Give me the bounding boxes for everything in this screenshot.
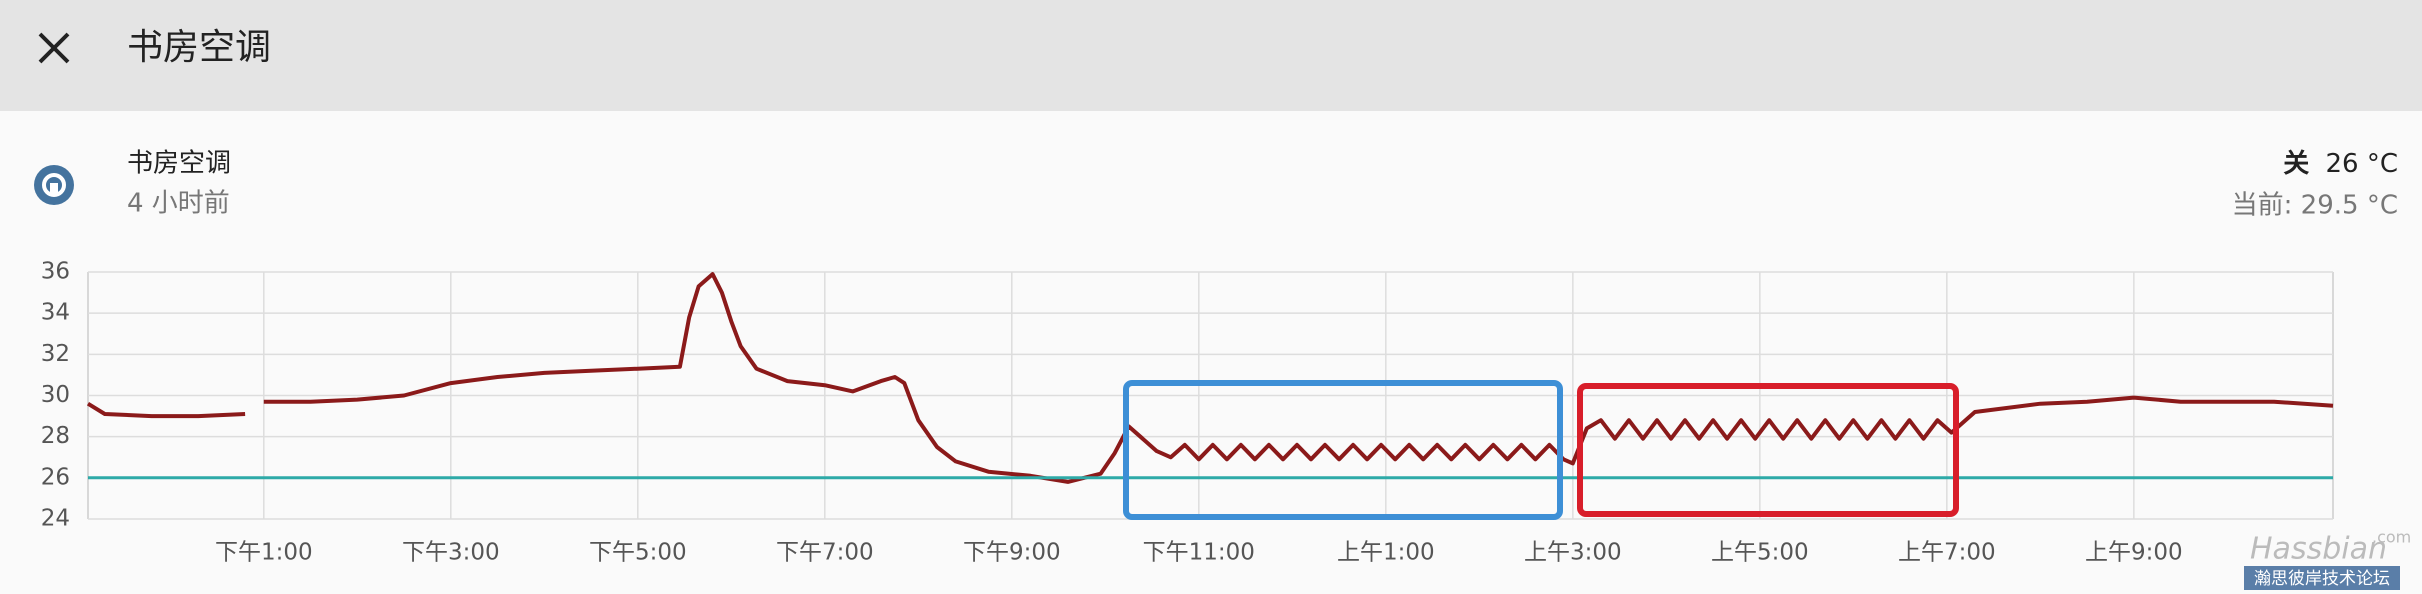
entity-time: 4 小时前: [127, 189, 230, 219]
y-tick-label: 34: [41, 300, 70, 326]
x-tick-label: 下午1:00: [215, 540, 313, 566]
x-tick-label: 上午1:00: [1337, 540, 1435, 566]
entity-name[interactable]: 书房空调: [127, 149, 231, 179]
watermark-domain: .com: [2372, 528, 2411, 547]
x-tick-label: 上午7:00: [1898, 540, 1996, 566]
y-tick-label: 32: [41, 341, 70, 367]
y-tick-label: 24: [41, 506, 70, 532]
watermark-bg: [2244, 566, 2400, 590]
entity-state: 关 26 °C: [2283, 149, 2398, 179]
x-tick-label: 下午11:00: [1143, 540, 1255, 566]
y-tick-label: 30: [41, 382, 70, 408]
x-tick-label: 下午7:00: [776, 540, 874, 566]
x-tick-label: 下午9:00: [963, 540, 1061, 566]
header-bar: [0, 0, 2422, 111]
series-line: [86, 272, 2334, 484]
x-tick-label: 下午3:00: [402, 540, 500, 566]
x-tick-label: 上午9:00: [2085, 540, 2183, 566]
watermark-brand: Hassbian: [2250, 532, 2387, 567]
target: 26 °C: [2325, 149, 2398, 179]
current-temp: 当前: 29.5 °C: [2232, 191, 2398, 221]
watermark-forum: 瀚思彼岸技术论坛: [2254, 569, 2390, 589]
highlight-box-red: [1577, 383, 1959, 517]
y-tick-label: 28: [41, 423, 70, 449]
entity-icon: [34, 165, 74, 205]
state: 关: [2283, 149, 2309, 179]
x-tick-label: 上午3:00: [1524, 540, 1622, 566]
x-tick-label: 下午5:00: [589, 540, 687, 566]
close-button[interactable]: [38, 32, 70, 64]
x-tick-label: 上午5:00: [1711, 540, 1809, 566]
header-title: 书房空调: [127, 27, 271, 68]
y-tick-label: 26: [41, 464, 70, 490]
y-tick-label: 36: [41, 259, 70, 285]
highlight-box-blue: [1123, 380, 1563, 520]
